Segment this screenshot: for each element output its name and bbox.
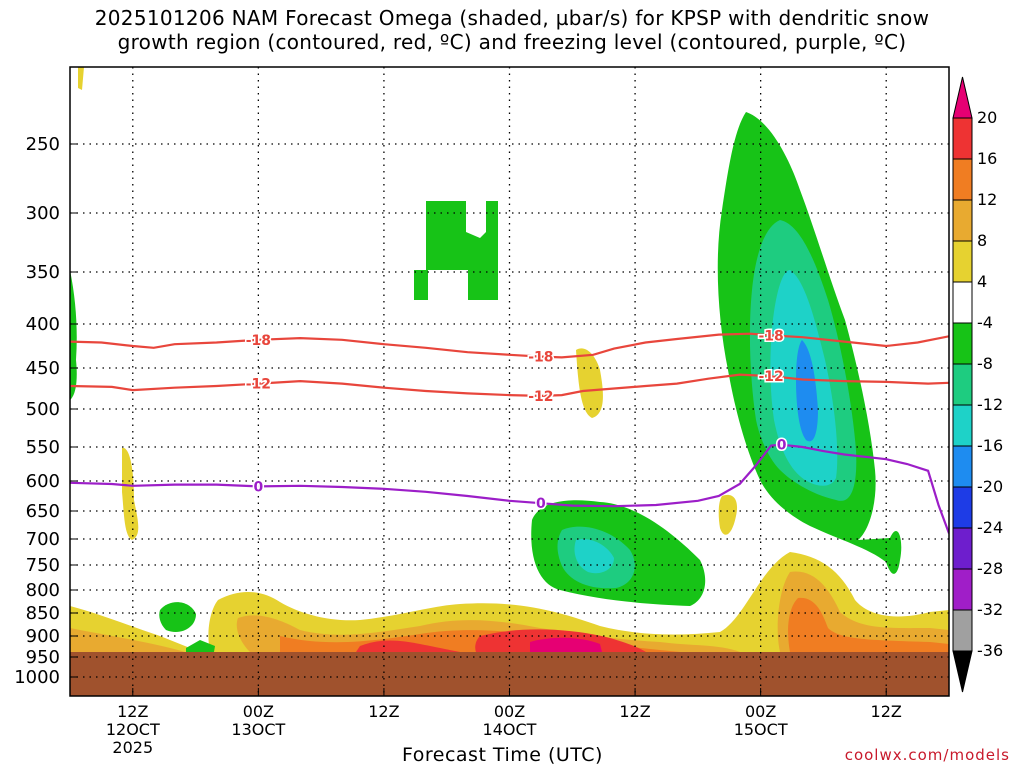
contour-label: -18 [246, 333, 271, 349]
omega-shade-16 [356, 640, 460, 652]
colorbar: 20 16 12 8 4 -4 -8 -12 -16 -20 -24 -28 -32 -36 [952, 76, 1003, 693]
colorbar-label: -32 [977, 600, 1003, 619]
colorbar-label: 8 [977, 231, 987, 250]
shaded-omega-fields [70, 67, 949, 696]
colorbar-label: -20 [977, 477, 1003, 496]
colorbar-label: -28 [977, 559, 1003, 578]
y-tick-label: 750 [26, 555, 60, 576]
colorbar-swatch [952, 281, 973, 324]
y-tick-label: 550 [26, 437, 60, 458]
contour-label: -18 [758, 328, 783, 344]
credit-link[interactable]: coolwx.com/models [844, 746, 1010, 764]
colorbar-label: -4 [977, 313, 993, 332]
y-tick-label: 500 [26, 399, 60, 420]
contour-line [70, 373, 949, 398]
omega-shade-neg-4 [70, 270, 77, 400]
colorbar-swatch [952, 404, 973, 447]
colorbar-swatch [952, 527, 973, 570]
omega-shade-neg-4 [186, 640, 215, 652]
colorbar-label: -24 [977, 518, 1003, 537]
x-tick-label: 12Z [619, 702, 650, 721]
omega-shade-neg-16 [796, 340, 818, 442]
y-tick-label: 850 [26, 603, 60, 624]
chart-title-line-2: growth region (contoured, red, ºC) and f… [117, 30, 907, 54]
x-tick-label: 00Z [745, 702, 776, 721]
contour-label: -12 [246, 377, 271, 393]
contour-lines: -18 -18 -18 -12 -12 -12 0 0 0 [70, 327, 949, 534]
y-tick-label: 700 [26, 529, 60, 550]
colorbar-swatch [952, 199, 973, 242]
colorbar-swatch [952, 117, 973, 160]
contour-label: -18 [528, 350, 553, 366]
colorbar-swatch [952, 240, 973, 283]
y-tick-label: 350 [26, 262, 60, 283]
colorbar-label: 20 [977, 108, 997, 127]
omega-shade-12 [788, 597, 949, 652]
x-tick-label: 12OCT [106, 720, 160, 739]
contour-label: 0 [253, 479, 263, 495]
contour-label: 0 [777, 438, 787, 454]
y-tick-label: 650 [26, 501, 60, 522]
y-tick-label: 600 [26, 471, 60, 492]
chart-title: 2025101206 NAM Forecast Omega (shaded, µ… [0, 6, 1024, 54]
x-tick-label: 13OCT [231, 720, 285, 739]
y-tick-label: 300 [26, 203, 60, 224]
x-axis-title: Forecast Time (UTC) [402, 744, 603, 766]
y-tick-label: 800 [26, 580, 60, 601]
contour-label: -12 [758, 369, 783, 385]
colorbar-swatch [952, 486, 973, 529]
y-tick-label: 1000 [14, 667, 60, 688]
omega-shade-4 [718, 494, 738, 535]
colorbar-swatch [952, 322, 973, 365]
colorbar-label: 12 [977, 190, 997, 209]
contour-label: 0 [536, 496, 546, 512]
x-tick-label: 12Z [117, 702, 148, 721]
contour-label: -12 [528, 389, 553, 405]
colorbar-label: 16 [977, 149, 997, 168]
x-tick-label: 00Z [243, 702, 274, 721]
colorbar-swatch [952, 609, 973, 652]
x-tick-label: 15OCT [734, 720, 788, 739]
y-tick-label: 250 [26, 134, 60, 155]
colorbar-label: -12 [977, 395, 1003, 414]
x-tick-label: 00Z [494, 702, 525, 721]
y-tick-label: 950 [26, 647, 60, 668]
colorbar-swatch [952, 568, 973, 611]
y-tick-label: 450 [26, 358, 60, 379]
x-tick-label: 14OCT [483, 720, 537, 739]
omega-shade-20 [530, 637, 602, 652]
colorbar-swatch [952, 363, 973, 406]
omega-shade-8 [70, 628, 185, 652]
x-tick-label: 2025 [112, 738, 153, 757]
x-tick-label: 12Z [871, 702, 902, 721]
omega-shade-4 [208, 552, 949, 652]
omega-shade-4 [78, 67, 84, 90]
colorbar-label: -36 [977, 641, 1003, 660]
colorbar-label: -8 [977, 354, 993, 373]
omega-shade-4 [576, 348, 603, 418]
omega-shade-neg-4 [159, 602, 196, 633]
contour-line [70, 443, 949, 534]
x-tick-label: 12Z [368, 702, 399, 721]
colorbar-label: -16 [977, 436, 1003, 455]
y-tick-label: 900 [26, 626, 60, 647]
omega-shade-4 [122, 447, 139, 540]
grid-lines [70, 67, 949, 696]
colorbar-swatch [952, 76, 973, 119]
y-tick-label: 400 [26, 314, 60, 335]
colorbar-swatch [952, 650, 973, 693]
contour-line [70, 332, 949, 359]
colorbar-swatch [952, 445, 973, 488]
chart-title-line-1: 2025101206 NAM Forecast Omega (shaded, µ… [94, 6, 930, 30]
colorbar-swatch [952, 158, 973, 201]
omega-shade-neg-4 [414, 201, 498, 300]
colorbar-label: 4 [977, 272, 987, 291]
y-axis: 2503003504004505005506006507007508008509… [14, 134, 78, 688]
